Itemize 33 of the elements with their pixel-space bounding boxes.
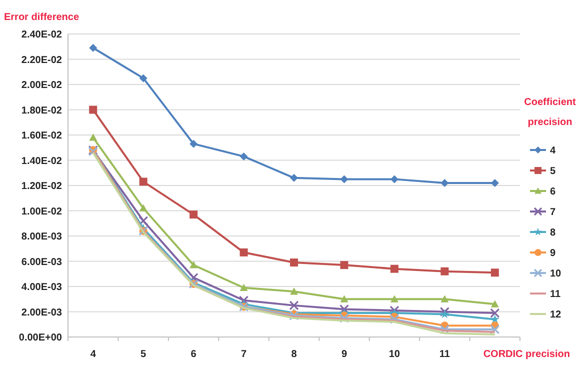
legend-label: 8 [550,228,556,238]
y-tick-label: 1.60E-02 [21,130,62,142]
x-tick-label: 7 [240,349,247,360]
legend-label: 5 [550,166,556,177]
y-tick-label: 2.40E-02 [21,30,62,40]
legend-title: Coefficient precision [524,97,576,128]
legend-label: 4 [550,146,556,156]
x-tick-label: 8 [291,349,298,360]
y-tick-label: 1.40E-02 [21,156,62,167]
y-tick-label: 2.00E-03 [21,307,62,318]
y-tick-label: 8.00E-03 [21,232,62,242]
x-tick-label: 5 [140,349,147,360]
x-tick-label: 11 [439,349,450,360]
x-tick-label: 6 [190,349,197,360]
y-tick-label: 1.00E-02 [21,206,62,218]
legend-label: 12 [550,310,562,320]
y-tick-label: 0.00E+00 [18,332,62,344]
y-tick-label: 1.80E-02 [21,105,62,116]
y-axis-title: Error difference [4,12,80,23]
legend-label: 9 [550,248,556,259]
y-tick-label: 2.20E-02 [21,54,62,66]
legend-label: 7 [550,207,556,218]
y-tick-label: 1.20E-02 [21,181,62,192]
legend-label: 6 [550,186,556,198]
legend-label: 11 [550,289,562,300]
legend-label: 10 [550,268,562,280]
y-tick-label: 2.00E-02 [21,80,62,91]
x-tick-label: 4 [90,349,96,360]
x-axis-title: CORDIC precision [483,349,570,360]
y-tick-label: 4.00E-03 [21,282,62,293]
x-tick-label: 9 [341,349,348,360]
x-tick-label: 10 [388,349,400,360]
y-tick-label: 6.00E-03 [21,256,62,268]
